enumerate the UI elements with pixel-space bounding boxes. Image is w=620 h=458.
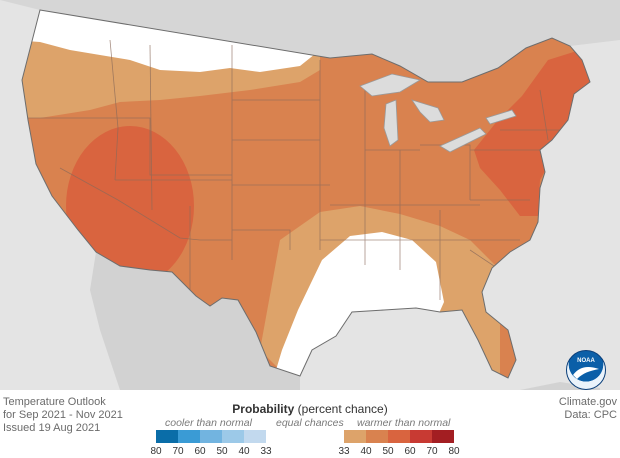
legend-warm-tick: 40 <box>360 446 372 457</box>
lake-ontario <box>485 109 517 125</box>
credit-site: Climate.gov <box>558 396 617 408</box>
legend-warmer-label: warmer than normal <box>357 417 451 429</box>
legend-warm-tick: 80 <box>448 446 460 457</box>
forecast-map: NOAA <box>0 0 620 390</box>
legend-cool-swatch <box>200 430 222 443</box>
legend-cool-tick: 33 <box>260 446 272 457</box>
legend-footer <box>0 390 620 458</box>
outlook-issued: Issued 19 Aug 2021 <box>3 422 101 434</box>
legend-warm-tick: 33 <box>338 446 350 457</box>
legend-cool-tick: 40 <box>238 446 250 457</box>
legend-cool-tick: 70 <box>172 446 184 457</box>
conus-shading <box>22 10 590 378</box>
warm-50-60-southwest <box>66 126 194 286</box>
legend-cool-swatch <box>244 430 266 443</box>
legend-cool-swatch <box>156 430 178 443</box>
legend-cool-tick: 50 <box>216 446 228 457</box>
legend-cooler-label: cooler than normal <box>165 417 252 429</box>
great-lakes <box>359 73 517 153</box>
legend-title: Probability (percent chance) <box>160 402 460 416</box>
legend-warm-swatch <box>388 430 410 443</box>
lake-michigan <box>383 99 399 147</box>
legend-title-bold: Probability <box>232 402 295 416</box>
lake-erie <box>439 127 487 153</box>
lake-superior <box>359 73 422 97</box>
legend-cool-tick: 80 <box>150 446 162 457</box>
outlook-period: for Sep 2021 - Nov 2021 <box>3 409 123 421</box>
legend-warm-swatch <box>432 430 454 443</box>
mexico-land <box>90 252 300 390</box>
legend-warm-swatch <box>344 430 366 443</box>
legend-warm-swatch <box>366 430 388 443</box>
map-svg <box>0 0 620 390</box>
lake-huron <box>411 99 445 123</box>
credit-data: Data: CPC <box>564 409 617 421</box>
legend-warm-tick: 50 <box>382 446 394 457</box>
legend-warm-swatch <box>410 430 432 443</box>
legend-warm-tick: 70 <box>426 446 438 457</box>
conus-outline <box>21 9 591 379</box>
legend-title-rest: (percent chance) <box>294 402 388 416</box>
legend-equal-swatch <box>266 430 342 444</box>
noaa-logo: NOAA <box>566 350 606 390</box>
noaa-logo-label: NOAA <box>577 358 595 364</box>
legend-cool-swatch <box>178 430 200 443</box>
legend-cool-tick: 60 <box>194 446 206 457</box>
warm-50-60-northeast <box>474 50 590 216</box>
legend-warm-tick: 60 <box>404 446 416 457</box>
outlook-title: Temperature Outlook <box>3 396 106 408</box>
canada-land <box>0 0 620 82</box>
legend-equal-label: equal chances <box>276 417 344 429</box>
noaa-bird-icon <box>573 367 599 379</box>
legend-cool-swatch <box>222 430 244 443</box>
